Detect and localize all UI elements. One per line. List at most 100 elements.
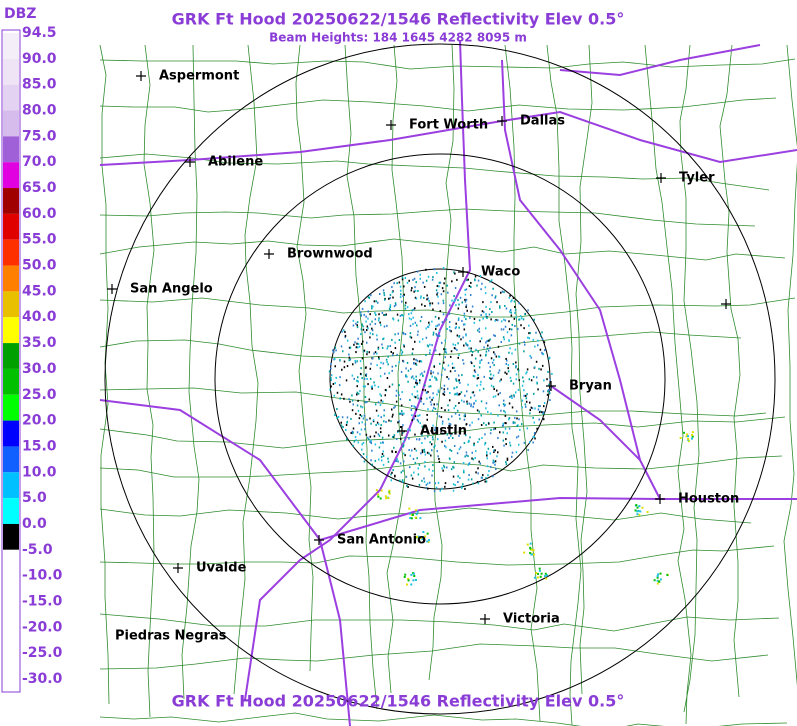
echo — [399, 462, 402, 465]
echo — [451, 415, 453, 418]
echo — [533, 318, 535, 321]
echo — [393, 434, 396, 437]
echo — [497, 437, 499, 440]
echo — [466, 390, 468, 393]
echo — [364, 331, 366, 334]
echo — [488, 377, 491, 380]
echo — [433, 490, 436, 493]
echo — [544, 572, 547, 575]
echo — [414, 296, 417, 299]
echo — [439, 489, 442, 492]
echo — [541, 338, 544, 341]
echo — [363, 414, 366, 417]
echo — [510, 314, 513, 317]
echo — [419, 360, 422, 363]
echo — [479, 354, 482, 357]
legend-swatch — [3, 33, 19, 59]
echo — [420, 360, 423, 363]
county-line — [99, 455, 783, 478]
echo — [381, 452, 384, 455]
echo — [385, 497, 388, 500]
echo — [364, 300, 366, 303]
echo — [453, 366, 456, 369]
echo — [335, 349, 337, 352]
echo — [479, 383, 482, 386]
echo — [359, 333, 362, 336]
echo — [492, 374, 495, 377]
echo — [543, 405, 545, 408]
echo — [432, 406, 435, 409]
echo — [420, 452, 422, 455]
echo — [513, 300, 516, 303]
echo — [464, 413, 466, 416]
echo — [397, 460, 399, 463]
echo — [460, 338, 462, 341]
echo — [430, 403, 433, 406]
city-marker — [655, 494, 665, 504]
echo — [448, 457, 451, 460]
echo — [436, 412, 438, 415]
echo — [504, 414, 507, 417]
echo — [691, 431, 694, 434]
echo — [389, 293, 392, 296]
echo — [388, 372, 390, 375]
echo — [444, 368, 446, 371]
echo — [468, 402, 470, 405]
echo — [444, 409, 446, 412]
echo — [438, 460, 441, 463]
echo — [464, 434, 467, 437]
echo — [401, 391, 403, 394]
echo — [392, 469, 394, 472]
echo — [428, 452, 430, 455]
city-marker — [458, 267, 468, 277]
echo — [464, 394, 466, 397]
echo — [375, 313, 377, 316]
echo — [374, 384, 376, 387]
echo — [382, 450, 385, 453]
echo — [376, 338, 378, 341]
echo — [396, 458, 398, 461]
echo — [465, 333, 467, 336]
echo — [387, 363, 389, 366]
echo — [516, 417, 518, 420]
echo — [351, 394, 353, 397]
echo — [486, 347, 489, 350]
echo — [372, 305, 374, 308]
echo — [371, 307, 373, 310]
echo — [486, 457, 488, 460]
echo — [426, 344, 429, 347]
echo — [380, 459, 383, 462]
echo — [409, 335, 411, 338]
echo — [417, 473, 420, 476]
echo — [420, 316, 423, 319]
echo — [433, 365, 435, 368]
echo — [509, 444, 512, 447]
echo — [443, 361, 445, 364]
echo — [414, 289, 417, 292]
echo — [490, 384, 493, 387]
echo — [418, 381, 421, 384]
echo — [386, 361, 388, 364]
echo — [456, 452, 459, 455]
echo — [351, 399, 354, 402]
echo — [432, 438, 434, 441]
city-marker — [264, 249, 274, 259]
echo — [456, 334, 459, 337]
echo — [397, 319, 400, 322]
echo — [370, 439, 372, 442]
echo — [422, 535, 425, 538]
echo — [443, 393, 446, 396]
echo — [390, 420, 392, 423]
echo — [329, 388, 331, 391]
echo — [401, 276, 404, 279]
echo — [387, 457, 389, 460]
echo — [442, 302, 445, 305]
echo — [510, 394, 513, 397]
echo — [416, 270, 419, 273]
echo — [416, 382, 418, 385]
city-marker — [546, 381, 556, 391]
echo — [538, 367, 540, 370]
city-marker — [721, 299, 731, 309]
echo — [439, 362, 441, 365]
echo — [391, 383, 394, 386]
